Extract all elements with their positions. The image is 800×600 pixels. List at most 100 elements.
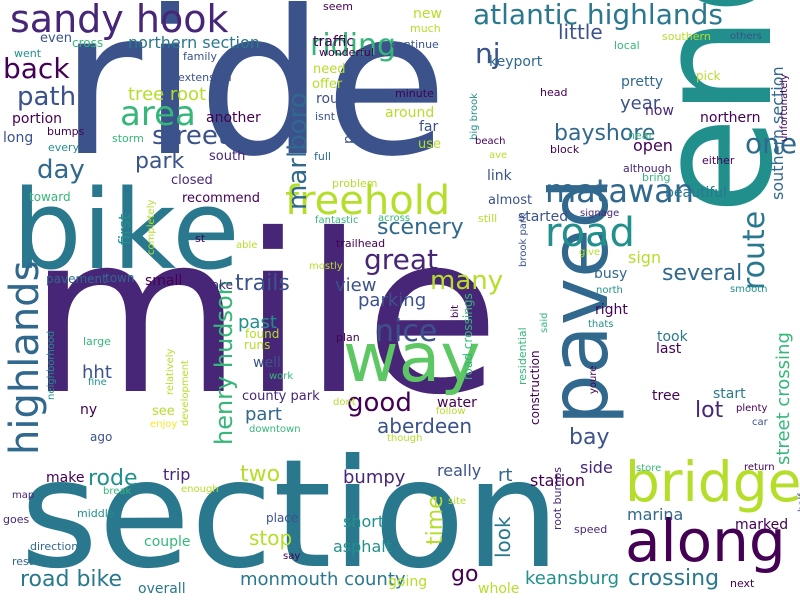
word-point: point bbox=[341, 108, 357, 144]
word-section: section bbox=[20, 428, 561, 600]
word-stop: stop bbox=[249, 526, 293, 550]
word-last: last bbox=[656, 341, 682, 357]
word-south: south bbox=[209, 149, 246, 164]
word-tree: tree bbox=[652, 388, 681, 404]
word-wonderful: wonderful bbox=[319, 46, 374, 59]
word-construction: construction bbox=[528, 350, 542, 425]
word-speed: speed bbox=[574, 523, 608, 536]
word-work: work bbox=[269, 371, 294, 382]
word-storm: storm bbox=[112, 132, 144, 145]
word-aberdeen: aberdeen bbox=[377, 414, 473, 438]
word-block: block bbox=[550, 143, 580, 156]
word-way: way bbox=[343, 319, 481, 398]
word-day: day bbox=[37, 155, 85, 185]
word-right: right bbox=[595, 302, 628, 318]
word-bring: bring bbox=[642, 171, 671, 184]
word-bridge: bridge bbox=[625, 450, 800, 514]
word-marina: marina bbox=[627, 505, 684, 524]
word-across: across bbox=[378, 213, 411, 224]
word-bay: bay bbox=[569, 425, 610, 450]
word-others: others bbox=[730, 31, 762, 42]
word-rd: rd bbox=[55, 283, 68, 297]
word-went: went bbox=[14, 47, 42, 60]
word-nj: nj bbox=[475, 37, 501, 70]
word-plenty: plenty bbox=[736, 403, 768, 414]
word-follow: follow bbox=[436, 406, 466, 417]
word-next: next bbox=[730, 577, 755, 590]
word-beach: beach bbox=[475, 136, 506, 147]
word-neighborhood: neighborhood bbox=[46, 330, 57, 400]
word-riding: riding bbox=[310, 28, 397, 63]
word-bumpy: bumpy bbox=[343, 467, 406, 488]
word-keansburg: keansburg bbox=[525, 568, 620, 589]
word-dont: dont bbox=[333, 397, 356, 408]
word-started: started bbox=[518, 209, 569, 225]
word-local: local bbox=[614, 39, 640, 52]
word-found: found bbox=[245, 327, 280, 341]
word-near: near bbox=[628, 129, 654, 142]
word-henry-hudson: henry hudson bbox=[210, 280, 238, 445]
word-marlboro: marlboro bbox=[283, 92, 313, 210]
word-lot: lot bbox=[695, 398, 724, 423]
word-took: took bbox=[657, 329, 688, 345]
word-place: place bbox=[266, 511, 299, 525]
word-parking: parking bbox=[358, 290, 427, 311]
word-trailhead: trailhead bbox=[336, 237, 386, 250]
word-although: although bbox=[623, 162, 672, 175]
word-every: every bbox=[48, 141, 80, 154]
word-year: year bbox=[620, 93, 661, 114]
word-many: many bbox=[430, 266, 504, 296]
word-root-bumps: root bumps bbox=[551, 467, 564, 530]
word-mostly: mostly bbox=[309, 261, 343, 272]
word-town: town bbox=[105, 271, 135, 285]
word-return: return bbox=[744, 462, 775, 473]
word-going: going bbox=[388, 574, 428, 590]
word-youre: youre bbox=[588, 365, 599, 394]
word-rode: rode bbox=[88, 466, 138, 491]
word-said: said bbox=[539, 312, 550, 333]
word-runs: runs bbox=[244, 338, 271, 352]
word-one: one bbox=[745, 127, 798, 160]
word-take: take bbox=[207, 278, 233, 292]
word-use: use bbox=[418, 137, 442, 152]
word-now: now bbox=[645, 103, 674, 119]
word-highlands: highlands bbox=[2, 260, 48, 455]
word-path: path bbox=[17, 82, 77, 112]
word-offer: offer bbox=[312, 77, 343, 92]
word-goes: goes bbox=[3, 513, 30, 526]
word-atlantic-highlands: atlantic highlands bbox=[473, 0, 723, 31]
word-great: great bbox=[364, 243, 439, 276]
word-two: two bbox=[240, 462, 281, 487]
word-minute: minute bbox=[395, 87, 434, 100]
word-small: small bbox=[145, 273, 183, 289]
word-view: view bbox=[335, 275, 377, 296]
word-northern-section: northern section bbox=[128, 33, 260, 52]
word-area: area bbox=[120, 94, 196, 134]
word-residential: residential bbox=[516, 327, 529, 385]
word-another: another bbox=[206, 110, 261, 126]
word-freehold: freehold bbox=[285, 178, 451, 224]
word-time: time bbox=[423, 495, 448, 545]
word-trails: trails bbox=[235, 271, 290, 296]
word-road: road bbox=[545, 210, 635, 256]
word-almost: almost bbox=[488, 193, 533, 208]
word-see: see bbox=[152, 404, 175, 419]
word-extension: extension bbox=[178, 71, 232, 84]
word-short: short bbox=[343, 512, 385, 531]
word-little: little bbox=[558, 20, 603, 44]
word-pick: pick bbox=[696, 69, 721, 83]
word-ny: ny bbox=[80, 402, 98, 418]
word-start: start bbox=[713, 386, 746, 402]
word-even: even bbox=[40, 31, 72, 46]
word-fine: fine bbox=[88, 377, 107, 388]
word-hht: hht bbox=[82, 362, 112, 383]
word-bumps: bumps bbox=[47, 125, 85, 138]
word-whole: whole bbox=[478, 581, 520, 597]
word-rest: rest bbox=[12, 555, 34, 568]
word-trip: trip bbox=[163, 465, 191, 484]
word-ago: ago bbox=[90, 430, 113, 444]
word-fantastic: fantastic bbox=[315, 215, 359, 226]
word-beautiful: beautiful bbox=[665, 185, 728, 201]
word-street: street bbox=[152, 121, 229, 151]
word-give: give bbox=[579, 247, 601, 258]
